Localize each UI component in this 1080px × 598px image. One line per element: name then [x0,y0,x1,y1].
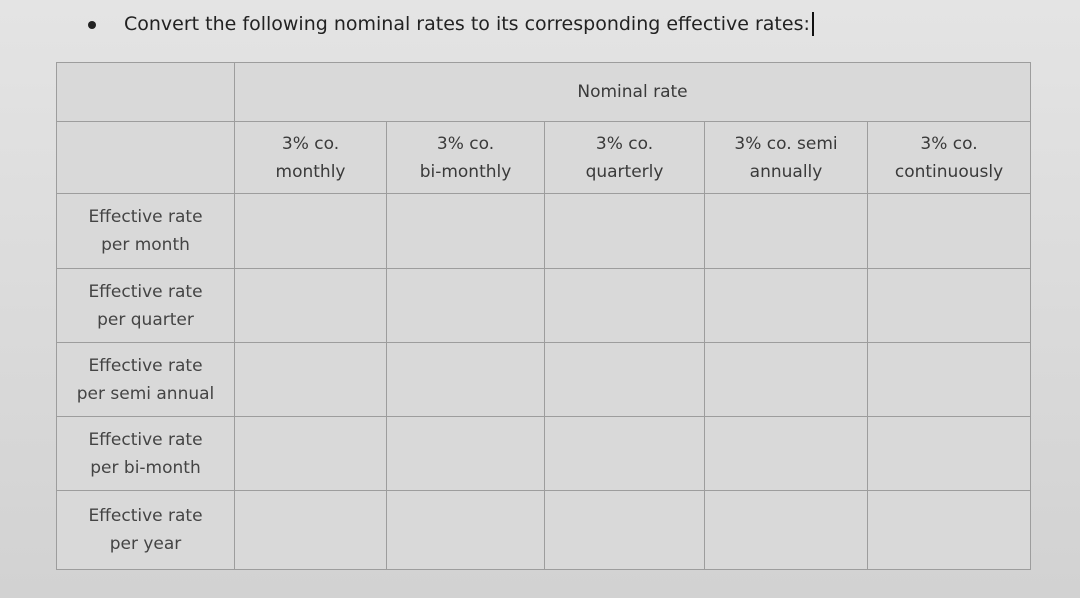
table-row: Effective rate per bi-month [56,416,1032,491]
row-label-line2: per month [101,235,190,255]
nominal-rate-label: Nominal rate [577,82,688,102]
column-header-line2: annually [749,161,823,182]
table-header-row-group: Nominal rate [56,62,1032,122]
column-header-line2: continuously [894,161,1004,182]
column-header-line1: 3% co. semi [734,133,838,154]
column-header-line2: quarterly [585,161,664,182]
answer-cell[interactable] [866,416,1032,491]
instruction-line: Convert the following nominal rates to i… [88,12,814,36]
answer-cell[interactable] [386,416,545,491]
corner-cell-2[interactable] [56,121,235,194]
answer-cell[interactable] [544,193,705,269]
nominal-rate-header[interactable]: Nominal rate [233,62,1032,122]
answer-cell[interactable] [866,342,1032,417]
answer-cell[interactable] [386,193,545,269]
row-label-per-bi-month[interactable]: Effective rate per bi-month [56,416,235,491]
column-header-semi-annually[interactable]: 3% co. semi annually [704,121,868,194]
column-header-continuously[interactable]: 3% co. continuously [866,121,1032,194]
answer-cell[interactable] [704,268,868,343]
corner-cell[interactable] [56,62,235,122]
rates-table: Nominal rate 3% co. monthly 3% co. bi-mo… [56,62,1032,570]
answer-cell[interactable] [544,490,705,570]
answer-cell[interactable] [234,416,387,491]
row-label-line1: Effective rate [88,281,203,302]
answer-cell[interactable] [704,342,868,417]
column-header-line1: 3% co. [595,133,654,154]
bullet-icon [88,21,96,29]
answer-cell[interactable] [704,490,868,570]
answer-cell[interactable] [386,268,545,343]
column-header-monthly[interactable]: 3% co. monthly [234,121,387,194]
answer-cell[interactable] [544,268,705,343]
answer-cell[interactable] [866,193,1032,269]
answer-cell[interactable] [386,490,545,570]
table-row: Effective rate per quarter [56,268,1032,343]
answer-cell[interactable] [234,490,387,570]
answer-cell[interactable] [866,490,1032,570]
row-label-line2: per semi annual [76,383,215,404]
answer-cell[interactable] [234,342,387,417]
row-label-line2: per quarter [97,309,194,330]
row-label-line1: Effective rate [88,355,203,376]
column-header-line2: bi-monthly [419,161,512,182]
answer-cell[interactable] [234,193,387,269]
column-header-line1: 3% co. [436,133,495,154]
text-cursor [811,12,814,36]
row-label-line1: Effective rate [88,429,203,450]
answer-cell[interactable] [866,268,1032,343]
column-header-line2: monthly [275,161,346,182]
column-header-line1: 3% co. [281,133,340,154]
row-label-per-year[interactable]: Effective rate per year [56,490,235,570]
answer-cell[interactable] [544,342,705,417]
row-label-line1: Effective rate [88,207,203,227]
column-header-bi-monthly[interactable]: 3% co. bi-monthly [386,121,545,194]
answer-cell[interactable] [544,416,705,491]
table-row: Effective rate per month [56,193,1032,269]
table-row: Effective rate per year [56,490,1032,570]
row-label-per-quarter[interactable]: Effective rate per quarter [56,268,235,343]
table-header-row-columns: 3% co. monthly 3% co. bi-monthly 3% co. … [56,121,1032,194]
row-label-line2: per bi-month [90,457,201,478]
row-label-line2: per year [109,534,182,554]
answer-cell[interactable] [704,416,868,491]
instruction-text: Convert the following nominal rates to i… [124,13,810,35]
answer-cell[interactable] [704,193,868,269]
row-label-per-semi-annual[interactable]: Effective rate per semi annual [56,342,235,417]
table-row: Effective rate per semi annual [56,342,1032,417]
answer-cell[interactable] [234,268,387,343]
answer-cell[interactable] [386,342,545,417]
row-label-per-month[interactable]: Effective rate per month [56,193,235,269]
row-label-line1: Effective rate [88,506,203,526]
column-header-line1: 3% co. [920,133,978,154]
column-header-quarterly[interactable]: 3% co. quarterly [544,121,705,194]
